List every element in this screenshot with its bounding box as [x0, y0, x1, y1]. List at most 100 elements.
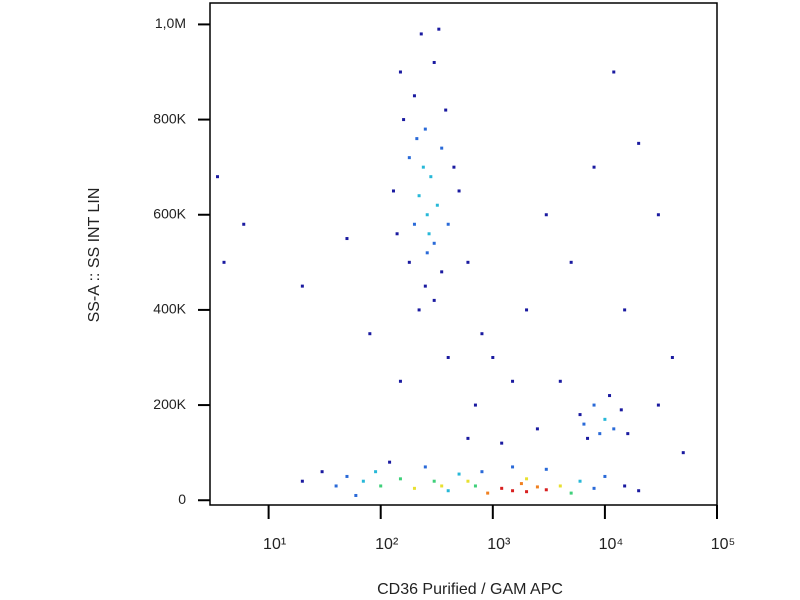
point: [446, 355, 450, 359]
point: [480, 470, 484, 474]
point: [368, 332, 372, 336]
point: [395, 232, 399, 236]
point: [466, 436, 470, 440]
point: [569, 260, 573, 264]
point: [558, 379, 562, 383]
point: [637, 141, 641, 145]
point: [681, 451, 685, 455]
point: [444, 108, 448, 112]
point: [670, 355, 674, 359]
point: [592, 165, 596, 169]
point: [457, 189, 461, 193]
point: [423, 465, 427, 469]
point: [623, 308, 627, 312]
x-tick-label: 10⁵: [711, 536, 735, 553]
point: [525, 490, 529, 494]
point: [402, 118, 406, 122]
point: [612, 70, 616, 74]
point: [412, 222, 416, 226]
point: [466, 260, 470, 264]
point: [623, 484, 627, 488]
y-axis-label: SS-A :: SS INT LIN: [86, 188, 103, 323]
point: [421, 165, 425, 169]
y-tick-label: 600K: [153, 205, 186, 221]
point: [473, 403, 477, 407]
point: [656, 403, 660, 407]
point: [242, 222, 246, 226]
point: [500, 441, 504, 445]
point: [419, 32, 423, 36]
point: [407, 260, 411, 264]
point: [425, 251, 429, 255]
y-tick-label: 1,0M: [155, 15, 186, 31]
point: [500, 486, 504, 490]
point: [619, 408, 623, 412]
point: [446, 222, 450, 226]
point: [525, 308, 529, 312]
point: [379, 484, 383, 488]
point: [437, 27, 441, 31]
point: [457, 472, 461, 476]
y-tick-label: 200K: [153, 396, 186, 412]
point: [300, 284, 304, 288]
point: [417, 308, 421, 312]
x-tick-label: 10⁴: [599, 536, 624, 553]
point: [486, 491, 490, 495]
point: [320, 470, 324, 474]
point: [425, 213, 429, 217]
point: [603, 474, 607, 478]
point: [586, 436, 590, 440]
point: [440, 146, 444, 150]
point: [398, 477, 402, 481]
point: [480, 332, 484, 336]
point: [544, 467, 548, 471]
point: [222, 260, 226, 264]
point: [544, 213, 548, 217]
point: [432, 60, 436, 64]
point: [612, 427, 616, 431]
point: [544, 488, 548, 492]
point: [656, 213, 660, 217]
y-tick-label: 0: [178, 491, 186, 507]
point: [473, 484, 477, 488]
point: [637, 489, 641, 493]
point: [427, 232, 431, 236]
point: [435, 203, 439, 207]
y-tick-label: 400K: [153, 301, 186, 317]
point: [432, 241, 436, 245]
point: [511, 489, 515, 493]
point: [440, 484, 444, 488]
point: [558, 484, 562, 488]
point: [334, 484, 338, 488]
y-tick-label: 800K: [153, 110, 186, 126]
point: [415, 137, 419, 141]
point: [535, 427, 539, 431]
point: [429, 175, 433, 179]
x-tick-label: 10¹: [263, 536, 286, 553]
point: [374, 470, 378, 474]
point: [398, 379, 402, 383]
point: [345, 474, 349, 478]
point: [525, 477, 529, 481]
point: [391, 189, 395, 193]
point: [388, 460, 392, 464]
point: [578, 413, 582, 417]
point: [412, 94, 416, 98]
point: [569, 491, 573, 495]
point: [466, 479, 470, 483]
point: [592, 486, 596, 490]
plot-frame: [209, 2, 718, 506]
point: [578, 479, 582, 483]
point: [582, 422, 586, 426]
point: [608, 394, 612, 398]
point: [345, 237, 349, 241]
point: [626, 432, 630, 436]
point: [452, 165, 456, 169]
point: [216, 175, 220, 179]
point: [440, 270, 444, 274]
point: [407, 156, 411, 160]
point: [432, 298, 436, 302]
point: [354, 493, 358, 497]
point: [511, 379, 515, 383]
